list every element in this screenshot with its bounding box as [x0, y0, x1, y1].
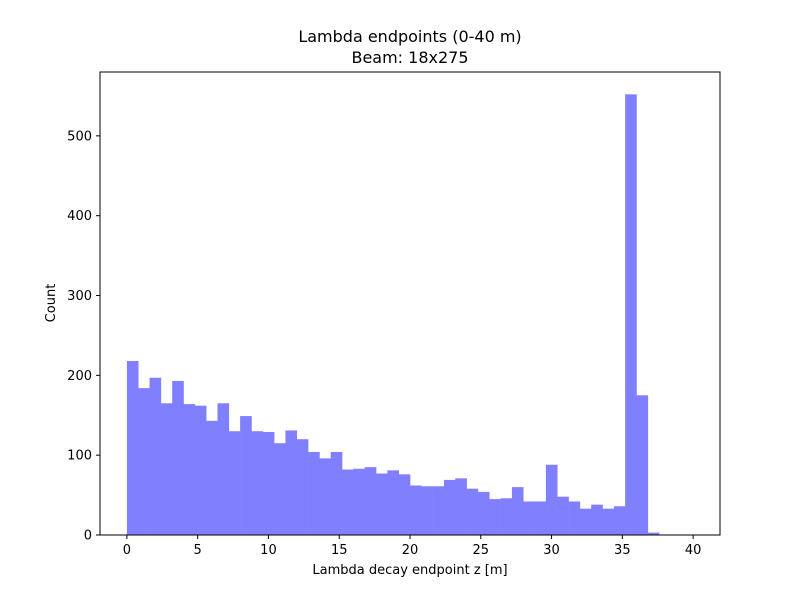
y-axis-ticks: 0 100 200 300 400 500 [67, 129, 100, 544]
x-tick-label: 5 [194, 543, 202, 558]
histogram-bar [342, 469, 354, 535]
histogram-bar [240, 416, 252, 535]
histogram-bar [410, 485, 422, 535]
histogram-bar [443, 479, 456, 535]
histogram-bar [274, 443, 286, 535]
histogram-bar [398, 474, 411, 535]
histogram-bar [602, 508, 615, 535]
y-tick-label: 100 [67, 449, 92, 464]
histogram-bar [455, 478, 467, 535]
x-tick-label: 10 [260, 543, 277, 558]
histogram-bar [432, 486, 445, 535]
y-tick-label: 200 [67, 369, 92, 384]
y-tick-label: 500 [67, 129, 92, 144]
histogram-bar [387, 470, 399, 535]
histogram-bar [172, 380, 184, 535]
chart-subtitle: Beam: 18x275 [351, 48, 469, 67]
histogram-bar [568, 501, 581, 535]
histogram-bar [625, 94, 637, 536]
histogram-bar [296, 439, 309, 535]
histogram-bar [217, 403, 230, 535]
x-axis-ticks: 0 5 10 15 20 25 30 35 40 [123, 535, 702, 558]
histogram-bar [194, 405, 207, 535]
histogram-bar [591, 504, 603, 535]
histogram-bar [511, 487, 524, 535]
histogram-bar [613, 506, 626, 535]
x-tick-label: 25 [473, 543, 490, 558]
y-tick-label: 400 [67, 209, 92, 224]
histogram-bar [308, 451, 320, 535]
histogram-bar [557, 496, 569, 535]
histogram-bar [545, 464, 558, 535]
y-axis-label: Count [44, 284, 59, 323]
histogram-bar [421, 486, 433, 535]
histogram-bar [228, 431, 241, 535]
histogram-bar [126, 360, 139, 535]
chart-title: Lambda endpoints (0-40 m) [298, 27, 522, 46]
histogram-bar [262, 432, 275, 535]
histogram-bar [523, 501, 535, 535]
x-tick-label: 40 [685, 543, 702, 558]
histogram-bar [647, 532, 660, 535]
histogram-bar [319, 458, 332, 535]
bars-group [126, 94, 660, 536]
histogram-bar [636, 395, 649, 535]
x-axis-label: Lambda decay endpoint z [m] [312, 563, 507, 578]
y-tick-label: 300 [67, 289, 92, 304]
histogram-bar [330, 451, 343, 535]
histogram-bar [477, 491, 490, 535]
histogram-bar [160, 403, 173, 535]
histogram-bar [138, 388, 150, 535]
histogram-bar [534, 501, 547, 535]
histogram-bar [376, 473, 388, 535]
y-tick-label: 0 [84, 529, 92, 544]
histogram-bar [353, 468, 366, 535]
histogram-bar [149, 377, 162, 535]
histogram-bar [364, 467, 377, 535]
histogram-bar [285, 430, 298, 535]
x-tick-label: 15 [331, 543, 348, 558]
histogram-bar [489, 499, 501, 535]
histogram-bar [579, 508, 592, 535]
histogram-bar [183, 404, 196, 535]
histogram-bar [206, 420, 218, 535]
histogram-bar [500, 498, 513, 535]
histogram-bar [251, 431, 264, 535]
x-tick-label: 0 [123, 543, 131, 558]
x-tick-label: 35 [614, 543, 631, 558]
histogram-bar [466, 488, 479, 535]
x-tick-label: 20 [402, 543, 419, 558]
x-tick-label: 30 [543, 543, 560, 558]
